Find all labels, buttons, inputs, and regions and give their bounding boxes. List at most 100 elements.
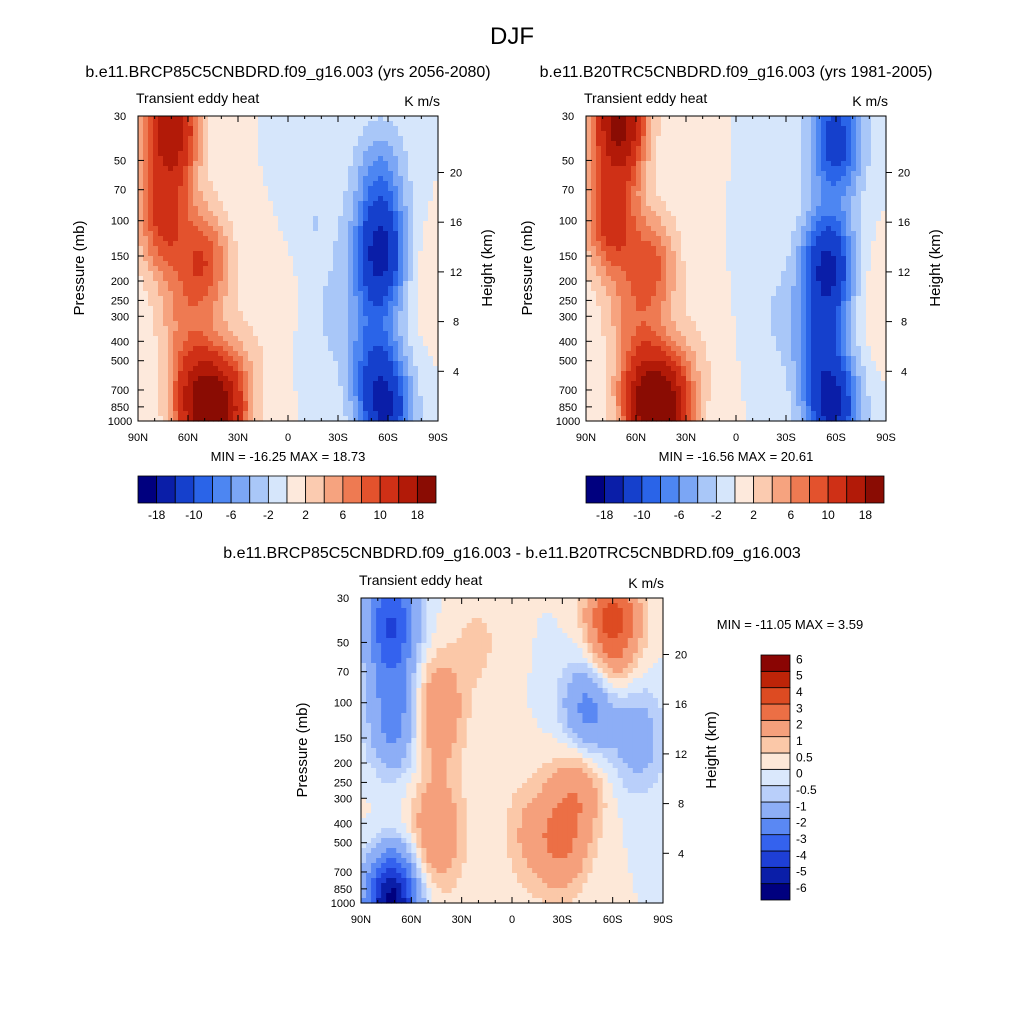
field-cell [233,346,239,352]
field-cell [338,236,344,242]
field-cell [253,256,259,262]
field-cell [348,376,354,382]
field-cell [248,391,254,397]
field-cell [243,206,249,212]
field-cell [383,336,389,342]
field-cell [388,176,394,182]
field-cell [433,376,439,382]
field-cell [781,131,787,137]
field-cell [393,401,399,407]
field-cell [343,156,349,162]
field-cell [318,321,324,327]
field-cell [691,166,697,172]
field-cell [656,201,662,207]
field-cell [741,161,747,167]
field-cell [203,381,209,387]
field-cell [268,196,274,202]
field-cell [846,116,852,122]
field-cell [328,391,334,397]
field-cell [248,136,254,142]
field-cell [148,266,154,272]
field-cell [881,146,887,152]
field-cell [153,186,159,192]
field-cell [373,386,379,392]
field-cell [298,221,304,227]
field-cell [348,296,354,302]
field-cell [178,366,184,372]
field-cell [263,411,269,417]
field-cell [138,186,144,192]
field-cell [661,191,667,197]
field-cell [388,401,394,407]
field-cell [731,181,737,187]
field-cell [403,266,409,272]
field-cell [388,276,394,282]
field-cell [383,401,389,407]
field-cell [313,241,319,247]
field-cell [333,411,339,417]
field-cell [696,166,702,172]
field-cell [761,166,767,172]
field-cell [408,261,414,267]
field-cell [168,406,174,412]
field-cell [586,146,592,152]
field-cell [666,176,672,182]
field-cell [353,321,359,327]
field-cell [716,151,722,157]
field-cell [373,251,379,257]
field-cell [621,121,627,127]
field-cell [686,141,692,147]
field-cell [866,116,872,122]
field-cell [841,181,847,187]
field-cell [173,241,179,247]
field-cell [393,321,399,327]
field-cell [418,371,424,377]
field-cell [243,306,249,312]
field-cell [826,156,832,162]
field-cell [148,301,154,307]
field-cell [163,196,169,202]
field-cell [208,306,214,312]
field-cell [313,346,319,352]
field-cell [398,231,404,237]
field-cell [686,181,692,187]
field-cell [776,131,782,137]
field-cell [283,231,289,237]
field-cell [811,136,817,142]
field-cell [373,391,379,397]
field-cell [851,141,857,147]
field-cell [378,186,384,192]
field-cell [218,281,224,287]
field-cell [153,366,159,372]
field-cell [243,406,249,412]
field-cell [831,211,837,217]
field-cell [876,141,882,147]
field-cell [168,126,174,132]
field-cell [148,136,154,142]
field-cell [148,181,154,187]
field-cell [263,391,269,397]
field-cell [433,261,439,267]
field-cell [243,176,249,182]
field-cell [228,206,234,212]
field-cell [383,161,389,167]
field-cell [691,146,697,152]
field-cell [596,176,602,182]
field-cell [303,181,309,187]
field-cell [213,221,219,227]
field-cell [293,376,299,382]
field-cell [318,411,324,417]
field-cell [363,306,369,312]
field-cell [423,196,429,202]
field-cell [243,326,249,332]
field-cell [288,306,294,312]
field-cell [393,301,399,307]
field-cell [183,161,189,167]
field-cell [153,401,159,407]
field-cell [228,286,234,292]
field-cell [233,156,239,162]
field-cell [198,251,204,257]
field-cell [148,281,154,287]
field-cell [258,241,264,247]
field-cell [641,216,647,222]
